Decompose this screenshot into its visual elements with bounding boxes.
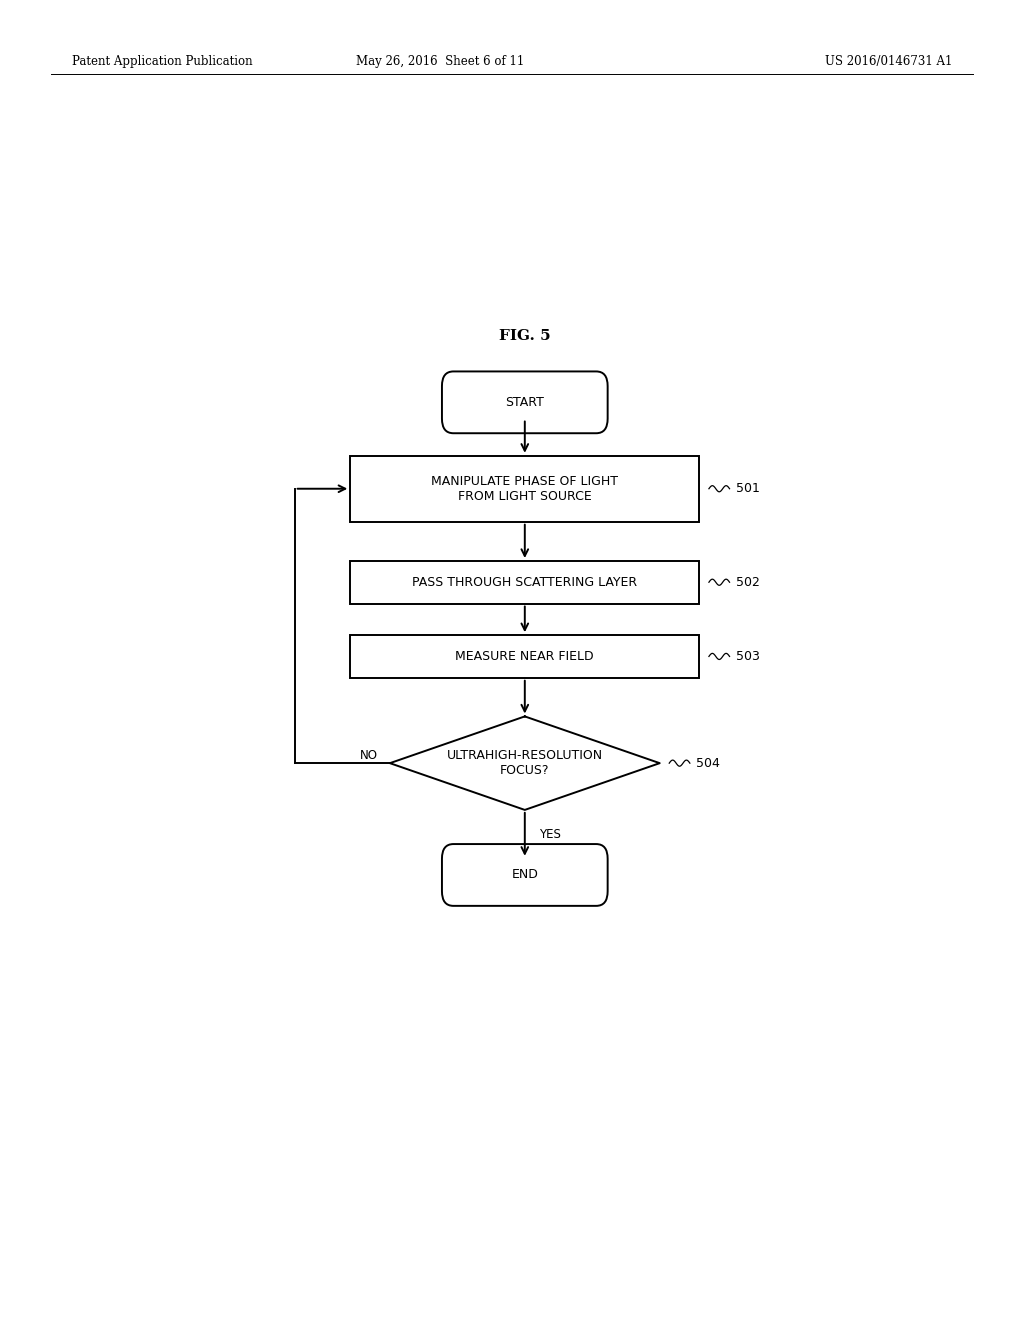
Text: PASS THROUGH SCATTERING LAYER: PASS THROUGH SCATTERING LAYER <box>413 576 637 589</box>
Text: US 2016/0146731 A1: US 2016/0146731 A1 <box>825 55 952 69</box>
Bar <box>350 455 699 521</box>
Text: Patent Application Publication: Patent Application Publication <box>72 55 252 69</box>
Bar <box>350 635 699 677</box>
FancyBboxPatch shape <box>442 843 607 906</box>
Polygon shape <box>390 717 659 810</box>
Text: NO: NO <box>360 748 378 762</box>
Text: 502: 502 <box>736 576 760 589</box>
Bar <box>350 561 699 603</box>
Text: YES: YES <box>539 828 561 841</box>
Text: MANIPULATE PHASE OF LIGHT
FROM LIGHT SOURCE: MANIPULATE PHASE OF LIGHT FROM LIGHT SOU… <box>431 475 618 503</box>
Text: ULTRAHIGH-RESOLUTION
FOCUS?: ULTRAHIGH-RESOLUTION FOCUS? <box>446 750 603 777</box>
Text: START: START <box>506 396 544 409</box>
Text: 504: 504 <box>696 756 720 770</box>
Text: 503: 503 <box>736 649 760 663</box>
Text: 501: 501 <box>736 482 760 495</box>
Text: FIG. 5: FIG. 5 <box>499 329 551 343</box>
FancyBboxPatch shape <box>442 371 607 433</box>
Text: May 26, 2016  Sheet 6 of 11: May 26, 2016 Sheet 6 of 11 <box>356 55 524 69</box>
Text: END: END <box>511 869 539 882</box>
Text: MEASURE NEAR FIELD: MEASURE NEAR FIELD <box>456 649 594 663</box>
